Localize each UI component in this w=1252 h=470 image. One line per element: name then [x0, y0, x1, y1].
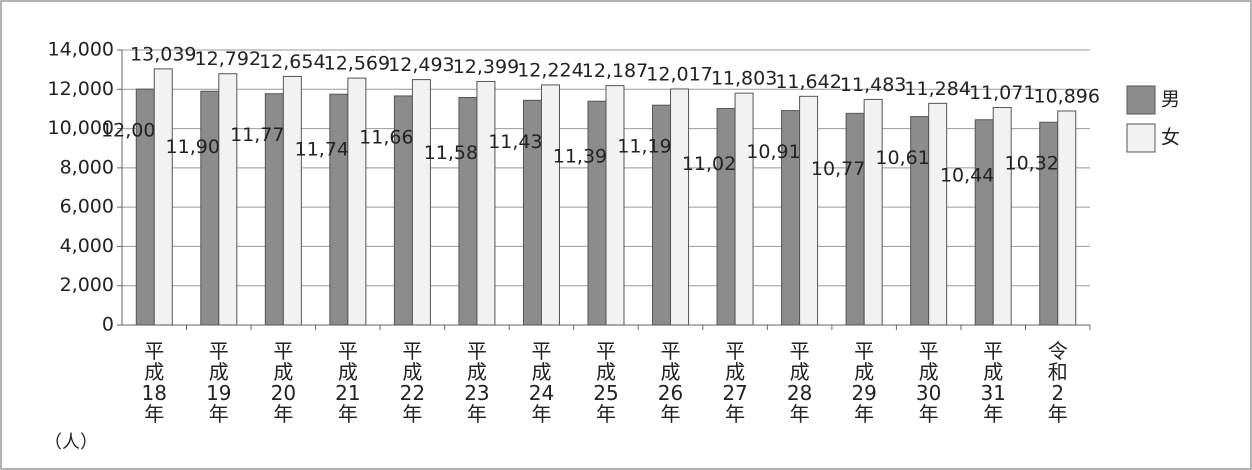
x-tick-label: 平成21年	[335, 339, 361, 426]
data-label: 12,792	[195, 48, 261, 70]
data-label: 12,224	[517, 59, 583, 81]
legend-label: 男	[1161, 89, 1180, 111]
x-tick-label: 平成19年	[206, 339, 232, 426]
bar	[670, 88, 690, 326]
bar	[282, 75, 302, 326]
legend-swatch	[1126, 123, 1156, 153]
data-label: 11,437	[488, 131, 554, 153]
data-label: 11,774	[230, 124, 296, 146]
bar	[1057, 110, 1077, 326]
y-tick-label: 10,000	[48, 117, 114, 139]
y-tick-label: 4,000	[60, 235, 114, 257]
data-label: 11,071	[969, 82, 1035, 104]
data-label: 12,187	[582, 60, 648, 82]
data-label: 12,009	[101, 120, 167, 142]
data-label: 12,654	[259, 51, 325, 73]
x-tick-label: 平成31年	[980, 339, 1006, 426]
bar	[153, 68, 173, 326]
data-label: 11,284	[904, 78, 970, 100]
bar	[863, 98, 883, 326]
data-label: 11,393	[553, 146, 619, 168]
legend-swatch	[1126, 85, 1156, 115]
data-label: 11,642	[775, 71, 841, 93]
data-label: 11,900	[166, 136, 232, 158]
y-tick-label: 8,000	[60, 156, 114, 178]
y-tick-label: 12,000	[48, 78, 114, 100]
y-tick-label: 2,000	[60, 274, 114, 296]
bar	[411, 79, 431, 326]
data-label: 11,661	[359, 126, 425, 148]
x-tick-label: 令和2年	[1047, 339, 1068, 426]
bar	[540, 84, 560, 326]
bar	[458, 96, 478, 326]
data-label: 10,610	[875, 147, 941, 169]
y-unit: （人）	[44, 432, 98, 453]
bar	[329, 93, 349, 326]
x-tick-label: 平成23年	[464, 339, 490, 426]
y-tick-label: 0	[102, 314, 114, 336]
x-tick-label: 平成27年	[722, 339, 748, 426]
data-label: 12,569	[324, 53, 390, 75]
data-label: 11,583	[424, 142, 490, 164]
data-label: 10,914	[746, 141, 812, 163]
data-label: 11,803	[711, 68, 777, 90]
data-label: 10,448	[940, 164, 1006, 186]
x-tick-label: 平成26年	[657, 339, 684, 426]
bar	[605, 85, 625, 326]
x-tick-label: 平成22年	[399, 339, 426, 426]
data-label: 12,399	[453, 56, 519, 78]
bar	[476, 80, 496, 326]
x-tick-label: 平成24年	[528, 339, 555, 426]
bar	[734, 92, 754, 326]
x-tick-label: 平成28年	[786, 339, 813, 426]
data-label: 11,483	[840, 74, 906, 96]
y-tick-label: 14,000	[48, 39, 114, 61]
bar	[974, 119, 994, 326]
data-label: 13,039	[130, 43, 196, 65]
bar	[992, 107, 1012, 326]
x-tick-label: 平成18年	[141, 339, 167, 426]
bar	[587, 100, 607, 326]
data-label: 10,322	[1004, 153, 1070, 175]
legend-label: 女	[1161, 127, 1180, 149]
bar	[845, 112, 865, 326]
y-tick-label: 6,000	[60, 196, 114, 218]
x-tick-label: 平成25年	[593, 339, 619, 426]
bar	[799, 95, 819, 326]
bar	[200, 90, 220, 326]
data-label: 11,749	[295, 139, 361, 161]
bar	[928, 102, 948, 326]
data-label: 10,775	[811, 158, 877, 180]
x-tick-label: 平成20年	[270, 339, 297, 426]
bar	[218, 73, 238, 326]
data-label: 11,020	[682, 153, 748, 175]
bar	[716, 108, 736, 326]
data-label: 12,017	[646, 63, 712, 85]
x-tick-label: 平成30年	[915, 339, 942, 426]
x-tick-label: 平成29年	[851, 339, 877, 426]
data-label: 10,896	[1033, 85, 1099, 107]
data-label: 12,493	[388, 54, 454, 76]
data-label: 11,191	[617, 136, 683, 158]
bar	[347, 77, 367, 326]
